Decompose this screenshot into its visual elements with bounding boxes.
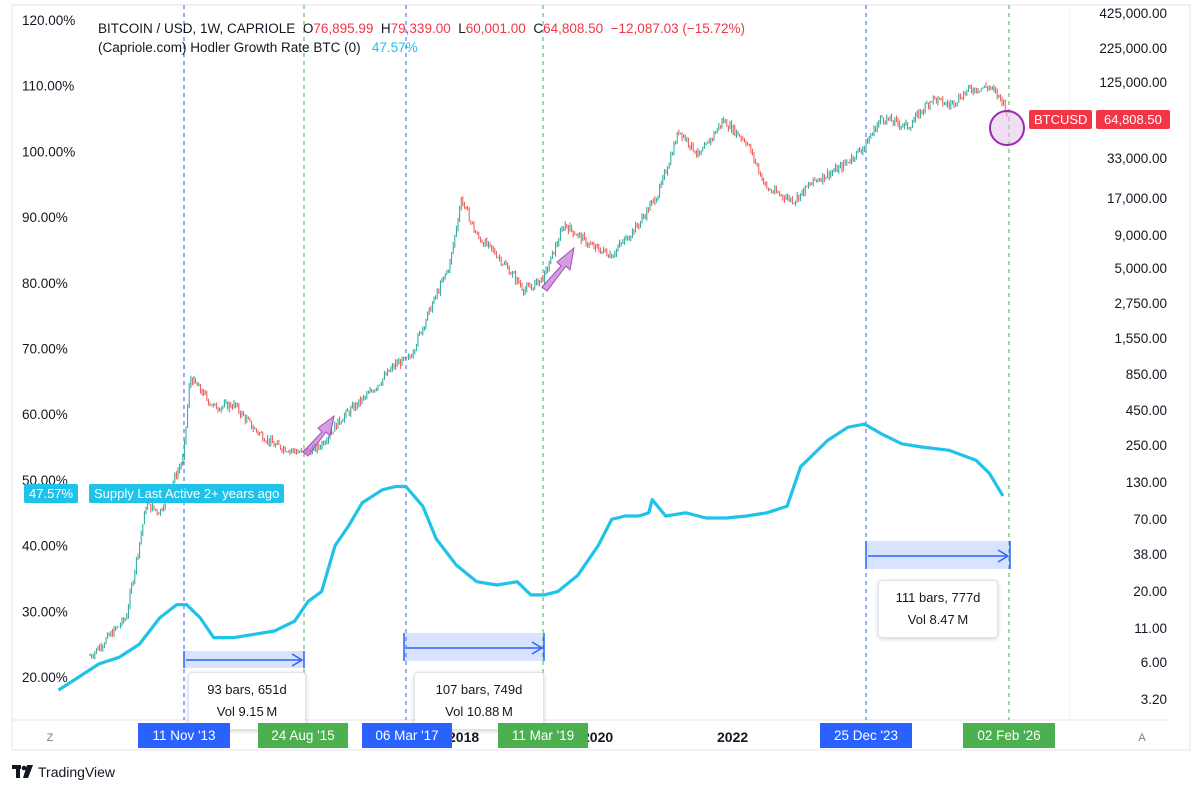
auto-scale-button[interactable]: A [1138,732,1146,744]
price-symbol-tag: BTCUSD [1029,110,1093,129]
low-label: L [458,21,466,36]
high-label: H [380,21,391,36]
right-tick-11: 250.00 [1126,438,1167,453]
right-tick-14: 38.00 [1133,547,1167,562]
left-tick-9: 30.00% [22,604,68,619]
right-tick-3: 33,000.00 [1107,151,1167,166]
right-tick-13: 70.00 [1133,512,1167,527]
highlight-circle [989,110,1025,146]
date-range-2[interactable] [403,633,545,661]
tradingview-logo-icon [12,765,33,778]
right-axis-ticks: 425,000.00 225,000.00 125,000.00 33,000.00 1… [1099,6,1167,707]
indicator-value: 47.57% [371,40,418,55]
left-tick-8: 40.00% [22,539,68,554]
x-label-2022: 2022 [717,729,749,745]
purple-arrow-2 [541,246,575,292]
legend-indicator: (Capriole.com) Hodler Growth Rate BTC (0… [98,40,418,55]
x-label-2018: 2018 [448,729,480,745]
measure-box-3: 111 bars, 777d Vol 8.47 M [878,580,998,638]
left-tick-5: 70.00% [22,342,68,357]
x-tag-02-feb-26: 02 Feb '26 [963,723,1055,748]
chart-frame [11,4,1191,751]
tradingview-brand[interactable]: TradingView [12,764,115,780]
right-tick-16: 11.00 [1134,621,1167,636]
right-tick-6: 5,000.00 [1114,261,1167,276]
close-value: 64,808.50 [543,21,604,36]
x-tag-06-mar-17: 06 Mar '17 [362,723,452,748]
date-range-1[interactable] [183,651,305,668]
right-tick-18: 3.20 [1141,692,1167,707]
measure-box-1: 93 bars, 651d Vol 9.15 M [188,672,306,730]
right-tick-12: 130.00 [1126,475,1167,490]
right-tick-4: 17,000.00 [1107,191,1167,206]
right-tick-0: 425,000.00 [1099,6,1167,21]
indicator-title[interactable]: (Capriole.com) Hodler Growth Rate BTC (0… [98,40,361,55]
high-value: 79,339.00 [390,21,451,36]
change-value: −12,087.03 (−15.72%) [610,21,746,36]
symbol-title[interactable]: BITCOIN / USD, 1W, CAPRIOLE [98,21,296,36]
close-label: C [533,21,544,36]
open-label: O [302,21,314,36]
measure-3-vol: Vol 8.47 M [907,612,969,627]
price-value-tag: 64,808.50 [1096,110,1170,129]
right-tick-5: 9,000.00 [1114,228,1167,243]
x-label-2020: 2020 [582,729,614,745]
low-value: 60,001.00 [465,21,526,36]
left-tick-3: 90.00% [22,210,68,225]
indicator-axis-tag: 47.57% [24,484,79,503]
left-axis-ticks: 120.00% 110.00% 100.00% 90.00% 80.00% 70.00% 6… [22,13,75,685]
measure-3-bars: 111 bars, 777d [895,590,981,605]
measure-2-vol: Vol 10.88 M [445,704,513,719]
right-tick-17: 6.00 [1141,655,1167,670]
left-tick-6: 60.00% [22,407,68,422]
hodler-growth-line [57,422,1005,692]
right-tick-8: 1,550.00 [1114,331,1167,346]
measure-2-bars: 107 bars, 749d [435,682,523,697]
measure-1-bars: 93 bars, 651d [207,682,287,697]
measure-box-2: 107 bars, 749d Vol 10.88 M [414,672,544,730]
vertical-date-lines [183,5,1010,720]
left-tick-10: 20.00% [22,670,68,685]
x-tag-24-aug-15: 24 Aug '15 [258,723,348,748]
indicator-name-tag: Supply Last Active 2+ years ago [89,484,285,503]
left-tick-2: 100.00% [22,144,75,159]
measure-1-vol: Vol 9.15 M [216,704,278,719]
right-tick-10: 450.00 [1126,403,1167,418]
legend-ohlc: BITCOIN / USD, 1W, CAPRIOLE O76,895.99 H… [98,21,745,36]
tradingview-label: TradingView [38,764,116,780]
right-tick-15: 20.00 [1133,584,1167,599]
purple-arrow-1 [302,414,335,457]
x-tag-11-mar-19: 11 Mar '19 [498,723,588,748]
date-range-3[interactable] [865,541,1011,569]
right-tick-1: 225,000.00 [1099,41,1167,56]
right-tick-9: 850.00 [1126,367,1167,382]
zoom-reset-button[interactable]: Z [46,732,54,744]
left-tick-1: 110.00% [22,79,74,94]
left-tick-4: 80.00% [22,276,68,291]
right-tick-2: 125,000.00 [1099,75,1167,90]
x-tag-11-nov-13: 11 Nov '13 [138,723,230,748]
right-tick-7: 2,750.00 [1114,296,1167,311]
price-candles [89,82,1008,660]
left-tick-0: 120.00% [22,13,75,28]
open-value: 76,895.99 [313,21,374,36]
x-tag-25-dec-23: 25 Dec '23 [820,723,912,748]
